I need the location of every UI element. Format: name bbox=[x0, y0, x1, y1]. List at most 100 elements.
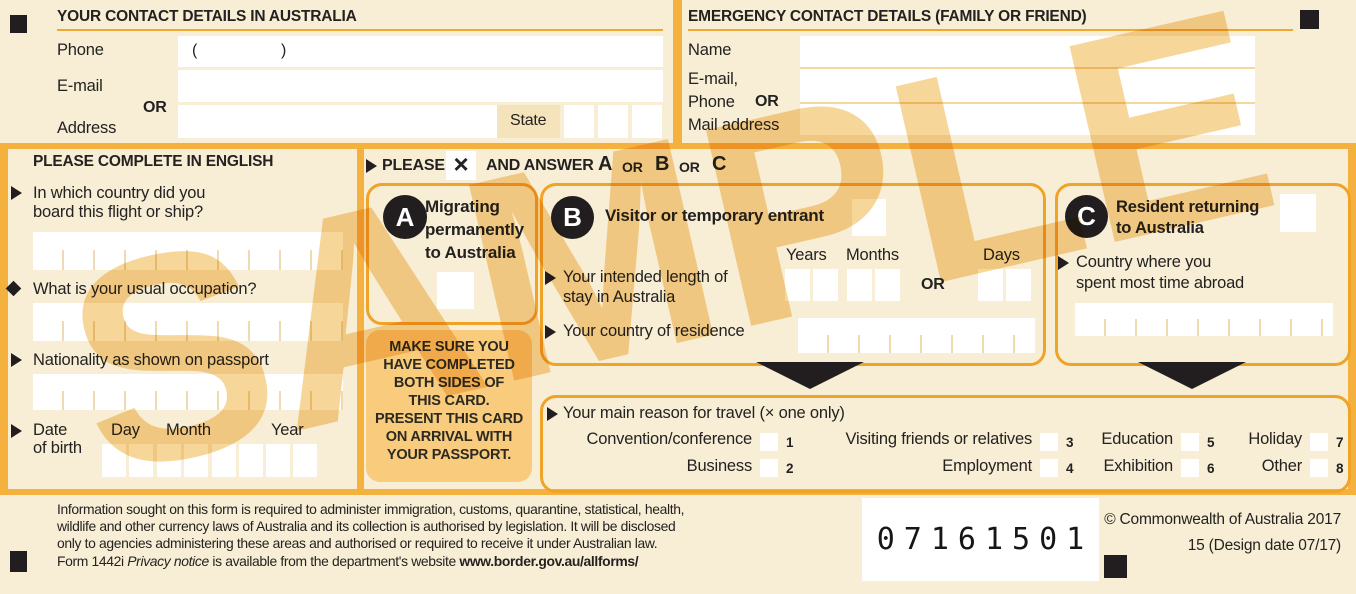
reason-checkbox-exhibition[interactable] bbox=[1181, 459, 1199, 477]
country-abroad-input[interactable] bbox=[1075, 303, 1333, 336]
emergency-rule bbox=[688, 29, 1293, 31]
months-box-2[interactable] bbox=[875, 269, 900, 301]
months-box-1[interactable] bbox=[847, 269, 872, 301]
dob-month-box-1[interactable] bbox=[157, 444, 181, 477]
selector-please: PLEASE bbox=[382, 157, 445, 174]
dob-year-box-2[interactable] bbox=[239, 444, 263, 477]
phone-field[interactable]: ( ) bbox=[178, 36, 663, 67]
emergency-fields[interactable] bbox=[800, 36, 1255, 135]
box-b-q2: Your country of residence bbox=[563, 322, 745, 340]
q-nationality: Nationality as shown on passport bbox=[33, 351, 269, 369]
email-field[interactable] bbox=[178, 70, 663, 102]
occupation-input[interactable] bbox=[33, 303, 343, 341]
reason-num-2: 2 bbox=[786, 461, 794, 476]
year-label: Year bbox=[271, 421, 304, 439]
reason-num-7: 7 bbox=[1336, 435, 1344, 450]
reason-label-business: Business bbox=[686, 457, 753, 475]
edge-strip-left bbox=[0, 149, 8, 489]
reason-label-other: Other bbox=[1261, 457, 1302, 475]
state-box-1[interactable] bbox=[564, 105, 594, 138]
box-b-checkbox[interactable] bbox=[852, 199, 886, 236]
notice-line: HAVE COMPLETED bbox=[383, 357, 515, 373]
dob-year-box-4[interactable] bbox=[293, 444, 317, 477]
reason-checkbox-visiting[interactable] bbox=[1040, 433, 1058, 451]
reason-checkbox-convention[interactable] bbox=[760, 433, 778, 451]
left-column-title: PLEASE COMPLETE IN ENGLISH bbox=[33, 153, 274, 170]
divider-horizontal-upper bbox=[0, 143, 1356, 149]
dob-label-line1: Date bbox=[33, 421, 68, 439]
selector-a: A bbox=[598, 153, 613, 175]
state-box-2[interactable] bbox=[598, 105, 628, 138]
day-label: Day bbox=[111, 421, 140, 439]
reason-checkbox-other[interactable] bbox=[1310, 459, 1328, 477]
days-box-2[interactable] bbox=[1006, 269, 1031, 301]
years-box-1[interactable] bbox=[785, 269, 810, 301]
notice-line: YOUR PASSPORT. bbox=[386, 447, 512, 463]
days-box-1[interactable] bbox=[978, 269, 1003, 301]
box-b-title: Visitor or temporary entrant bbox=[605, 206, 824, 225]
country-of-residence-input[interactable] bbox=[798, 318, 1035, 353]
reason-box: Your main reason for travel (× one only)… bbox=[540, 395, 1351, 493]
contact-or-label: OR bbox=[143, 99, 167, 116]
dob-year-box-3[interactable] bbox=[266, 444, 290, 477]
dob-year-box-1[interactable] bbox=[212, 444, 236, 477]
reason-num-8: 8 bbox=[1336, 461, 1344, 476]
emergency-title: EMERGENCY CONTACT DETAILS (FAMILY OR FRI… bbox=[688, 8, 1087, 25]
box-a-title-line1: Migrating bbox=[425, 197, 500, 216]
selector-and-answer: AND ANSWER bbox=[486, 157, 594, 174]
state-box-3[interactable] bbox=[632, 105, 662, 138]
reason-label-visiting: Visiting friends or relatives bbox=[845, 430, 1033, 448]
reason-checkbox-business[interactable] bbox=[760, 459, 778, 477]
month-label: Month bbox=[166, 421, 211, 439]
box-b-or-label: OR bbox=[921, 276, 945, 293]
board-country-input[interactable] bbox=[33, 232, 343, 270]
nationality-input[interactable] bbox=[33, 374, 343, 410]
big-down-arrow-icon bbox=[1138, 362, 1246, 389]
arrow-icon bbox=[547, 407, 558, 421]
dob-day-box-1[interactable] bbox=[102, 444, 126, 477]
reason-checkbox-employment[interactable] bbox=[1040, 459, 1058, 477]
emergency-field-separator-2 bbox=[800, 102, 1255, 104]
edge-strip-right bbox=[1348, 149, 1356, 489]
selector-cross-box[interactable]: × bbox=[446, 151, 476, 180]
diamond-icon bbox=[5, 280, 22, 297]
email-label: E-mail bbox=[57, 77, 103, 95]
info-line2: wildlife and other currency laws of Aust… bbox=[57, 518, 676, 535]
box-c-title-line1: Resident returning bbox=[1116, 198, 1260, 216]
arrow-icon bbox=[11, 424, 22, 438]
privacy-info-text: Information sought on this form is requi… bbox=[57, 501, 777, 570]
reason-num-1: 1 bbox=[786, 435, 794, 450]
box-c-title-line2: to Australia bbox=[1116, 219, 1204, 237]
registration-mark-top-left bbox=[10, 15, 27, 33]
dob-month-box-2[interactable] bbox=[184, 444, 208, 477]
box-a-checkbox[interactable] bbox=[437, 272, 474, 309]
reason-label-holiday: Holiday bbox=[1248, 430, 1302, 448]
registration-mark-bottom-right bbox=[1104, 555, 1127, 578]
emergency-mail-label: Mail address bbox=[688, 116, 780, 134]
privacy-notice-italic: Privacy notice bbox=[127, 552, 209, 569]
years-label: Years bbox=[786, 246, 827, 264]
registration-mark-bottom-left bbox=[10, 551, 27, 572]
notice-line: PRESENT THIS CARD bbox=[374, 411, 524, 427]
box-b-q1-line1: Your intended length of bbox=[563, 268, 728, 286]
arrow-icon bbox=[1058, 256, 1069, 270]
box-c-checkbox[interactable] bbox=[1280, 194, 1316, 232]
box-a: A Migrating permanently to Australia bbox=[366, 183, 538, 325]
reason-checkbox-education[interactable] bbox=[1181, 433, 1199, 451]
address-field[interactable] bbox=[178, 105, 497, 138]
box-a-title-line2: permanently bbox=[425, 220, 524, 239]
contact-au-title: YOUR CONTACT DETAILS IN AUSTRALIA bbox=[57, 8, 357, 25]
divider-left-column bbox=[357, 149, 364, 489]
box-b-q1-line2: stay in Australia bbox=[563, 288, 676, 306]
selector-b: B bbox=[655, 153, 670, 175]
phone-paren-close: ) bbox=[281, 42, 287, 59]
reason-checkbox-holiday[interactable] bbox=[1310, 433, 1328, 451]
reason-label-exhibition: Exhibition bbox=[1103, 457, 1173, 475]
state-label-block: State bbox=[497, 105, 560, 138]
years-box-2[interactable] bbox=[813, 269, 838, 301]
divider-vertical-top bbox=[673, 0, 682, 145]
months-label: Months bbox=[846, 246, 899, 264]
serial-number-box: 07161501 bbox=[862, 498, 1099, 581]
dob-day-box-2[interactable] bbox=[129, 444, 153, 477]
